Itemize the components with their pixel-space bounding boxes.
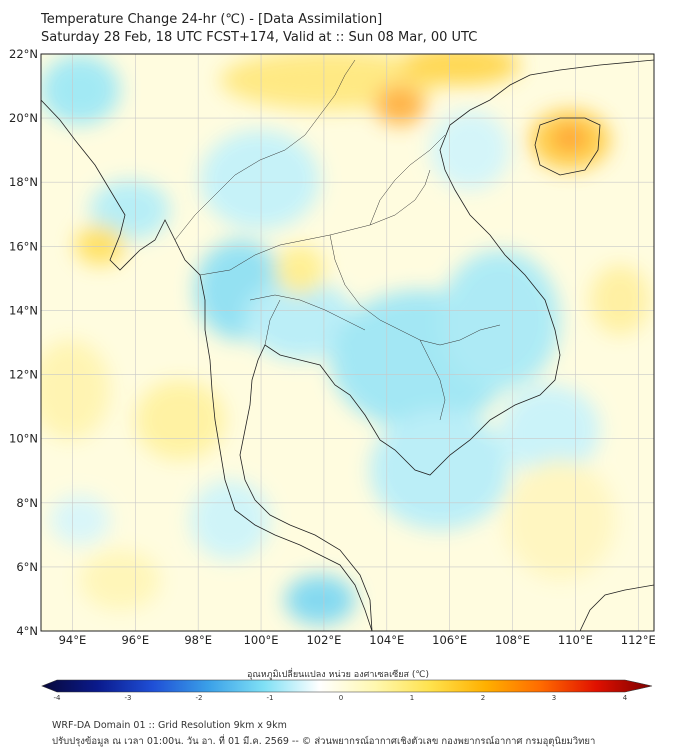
country-borders: [174, 59, 501, 421]
graticule: [41, 54, 654, 631]
footer-credits: ปรับปรุงข้อมูล ณ เวลา 01:00น. วัน อา. ที…: [52, 736, 596, 747]
latitude-label: 6°N: [16, 560, 38, 574]
latitude-label: 20°N: [9, 111, 38, 125]
latitude-label: 8°N: [16, 496, 38, 510]
latitude-label: 14°N: [9, 303, 38, 317]
longitude-label: 108°E: [495, 633, 530, 647]
longitude-label: 102°E: [306, 633, 341, 647]
longitude-label: 100°E: [244, 633, 279, 647]
longitude-label: 96°E: [121, 633, 149, 647]
coastlines: [41, 59, 654, 631]
temperature-field: [41, 54, 654, 631]
latitude-label: 4°N: [16, 624, 38, 638]
footer-model-info: WRF-DA Domain 01 :: Grid Resolution 9km …: [52, 720, 287, 731]
longitude-label: 94°E: [59, 633, 87, 647]
latitude-label: 10°N: [9, 432, 38, 446]
latitude-label: 16°N: [9, 239, 38, 253]
longitude-label: 112°E: [621, 633, 656, 647]
colorbar-title: อุณหภูมิเปลี่ยนแปลง หน่วย องศาเซลเซียส (…: [246, 670, 430, 680]
longitude-label: 110°E: [558, 633, 593, 647]
map-frame: [40, 53, 655, 632]
latitude-label: 12°N: [9, 368, 38, 382]
longitude-label: 104°E: [369, 633, 404, 647]
latitude-labels: 22°N 20°N 18°N 16°N 14°N 12°N 10°N 8°N 6°N 4°N: [9, 47, 38, 638]
longitude-label: 98°E: [184, 633, 212, 647]
map-title: Temperature Change 24-hr (℃) - [Data Ass…: [41, 12, 383, 27]
map-subtitle: Saturday 28 Feb, 18 UTC FCST+174, Valid …: [41, 30, 478, 45]
latitude-label: 22°N: [9, 47, 38, 61]
longitude-labels: 94°E 96°E 98°E 100°E 102°E 104°E 106°E 108°E 110…: [59, 633, 656, 647]
latitude-label: 18°N: [9, 175, 38, 189]
longitude-label: 106°E: [432, 633, 467, 647]
